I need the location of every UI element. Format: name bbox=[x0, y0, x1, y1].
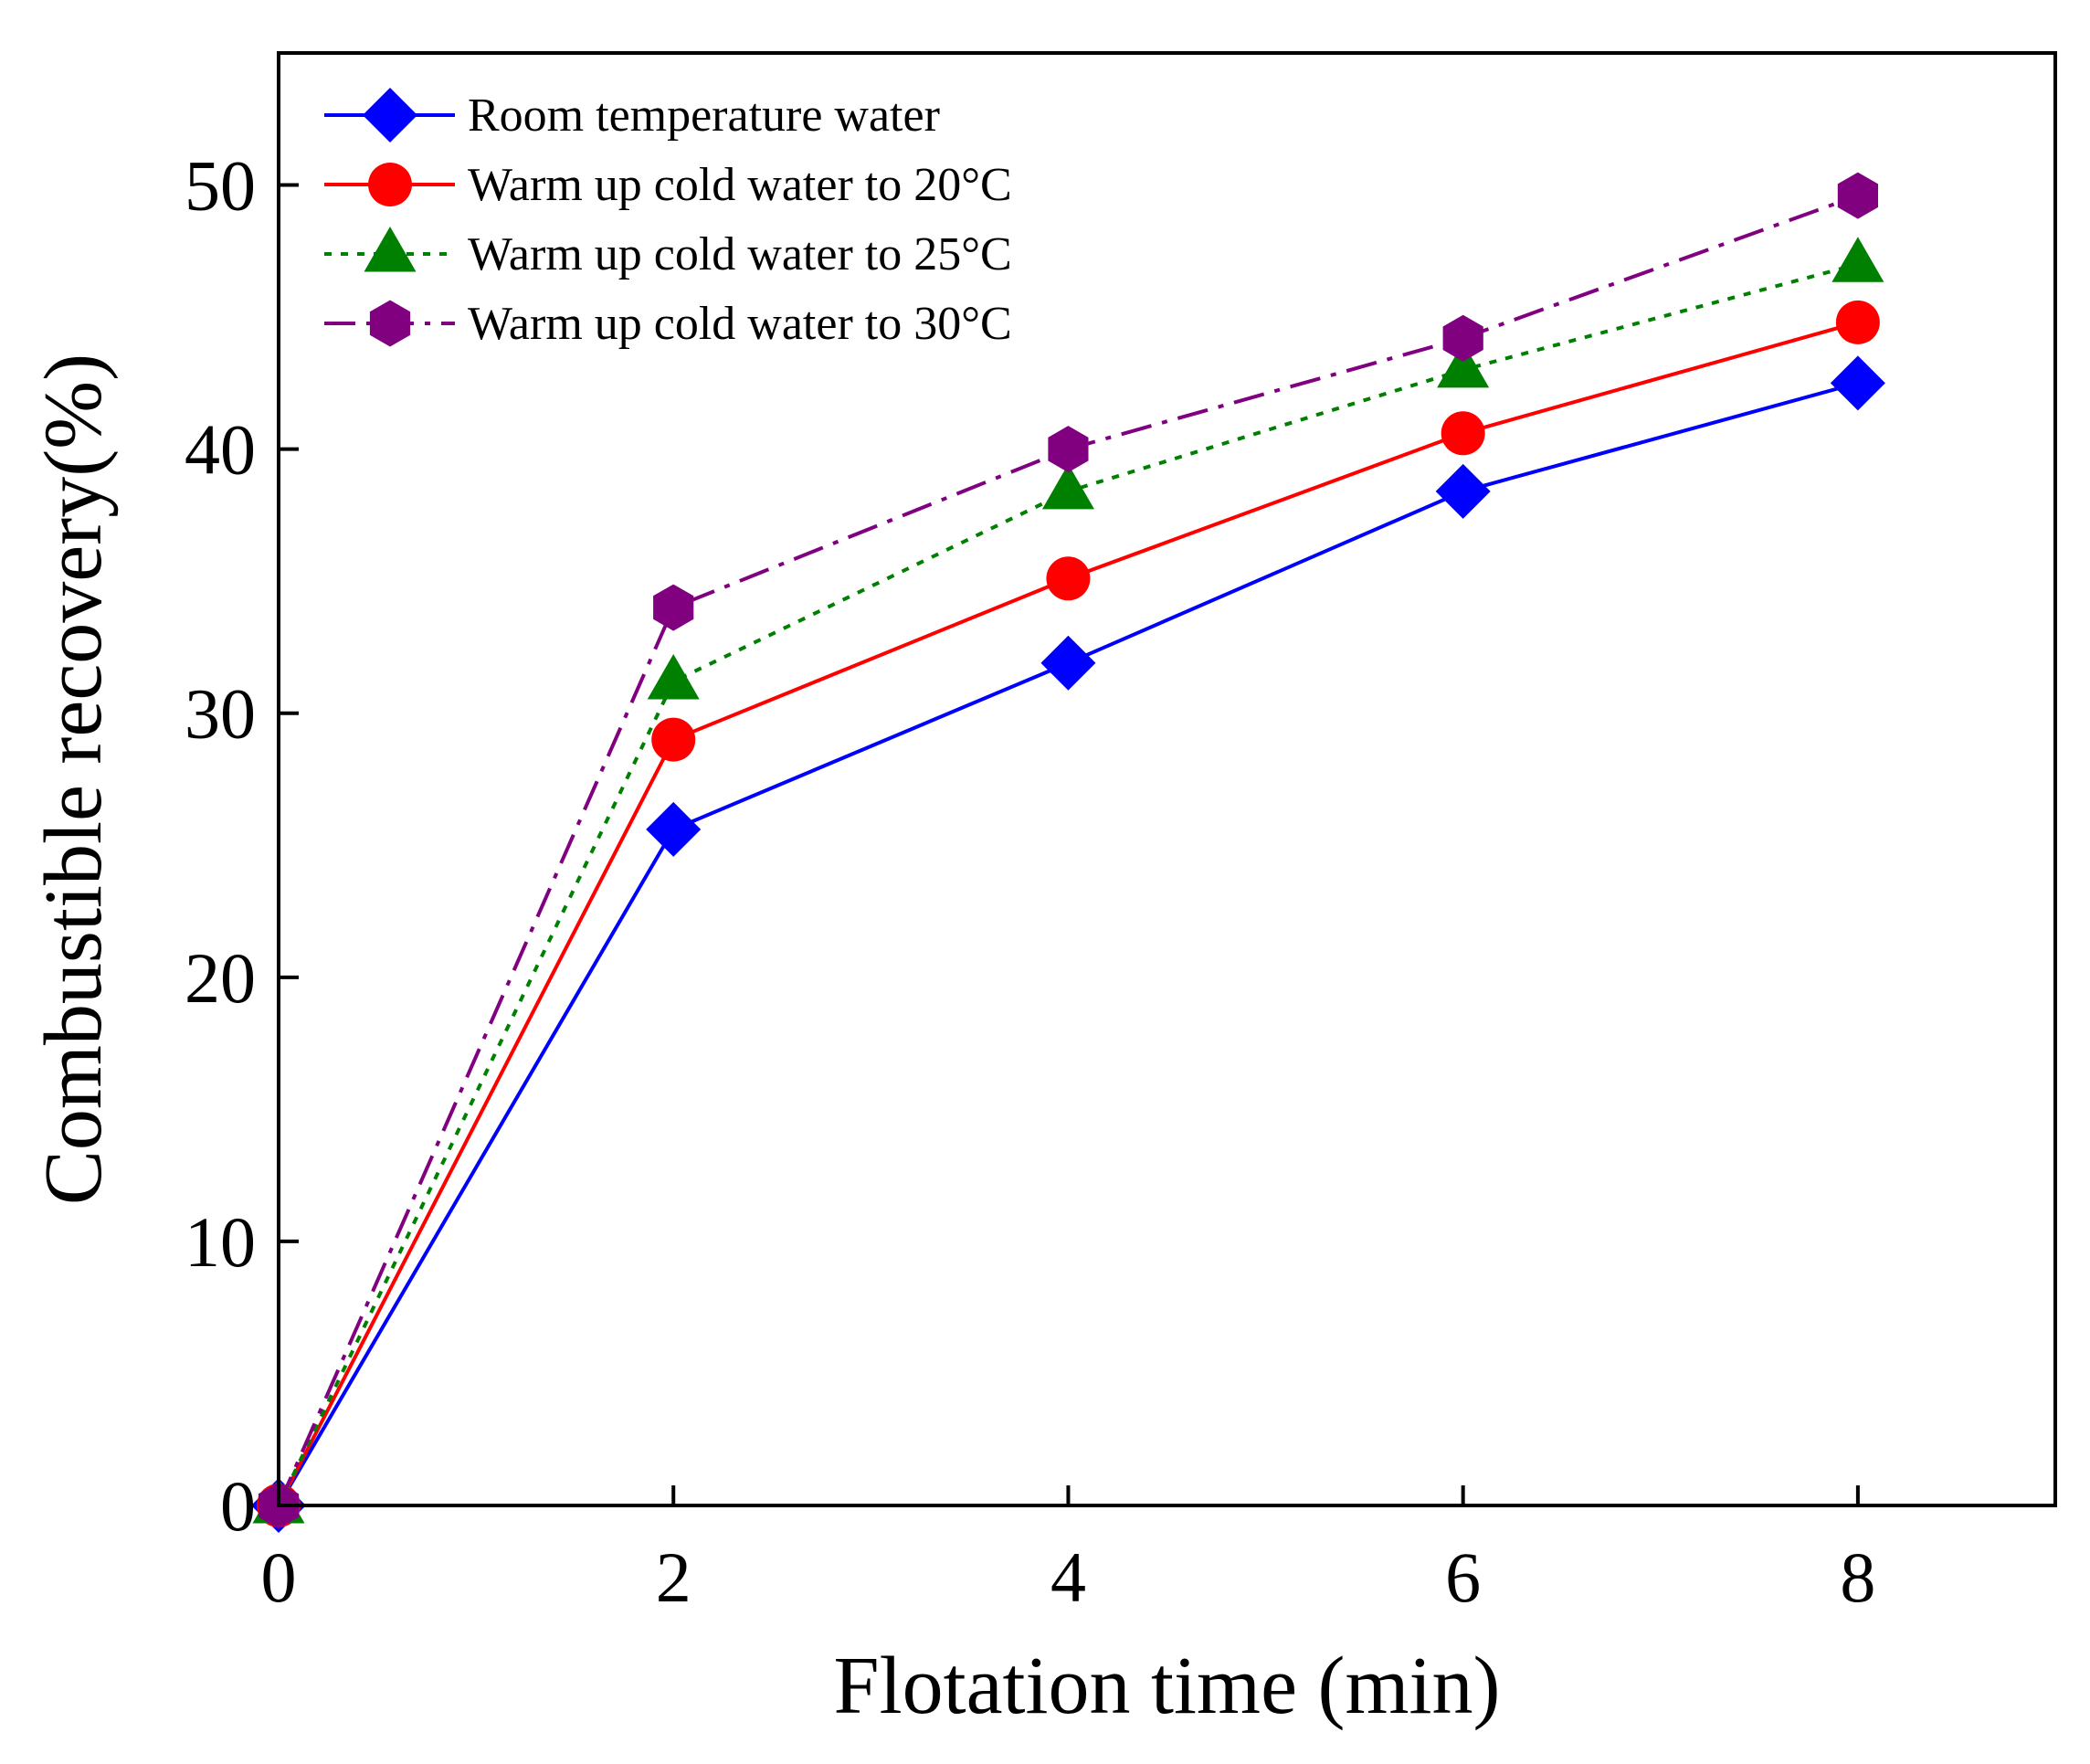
y-tick-label: 0 bbox=[220, 1466, 256, 1546]
x-tick-label: 0 bbox=[261, 1537, 297, 1617]
legend-item: Room temperature water bbox=[324, 88, 940, 143]
diamond-marker bbox=[646, 801, 702, 857]
y-tick-label: 30 bbox=[185, 674, 256, 754]
x-tick-label: 4 bbox=[1050, 1537, 1086, 1617]
legend-label: Warm up cold water to 20°C bbox=[468, 159, 1012, 211]
y-tick-label: 40 bbox=[185, 410, 256, 490]
triangle-marker bbox=[364, 227, 417, 272]
ticks-layer: 0 2 4 6 8 0 10 20 30 40 50 bbox=[185, 146, 1875, 1617]
y-axis-title: Combustible recovery(%) bbox=[28, 354, 119, 1205]
x-tick-label: 8 bbox=[1840, 1537, 1875, 1617]
diamond-marker bbox=[1435, 463, 1491, 519]
x-tick-label: 6 bbox=[1445, 1537, 1481, 1617]
legend-item: Warm up cold water to 30°C bbox=[324, 298, 1012, 350]
legend-label: Warm up cold water to 25°C bbox=[468, 228, 1012, 280]
triangle-marker bbox=[1437, 342, 1490, 388]
diamond-marker bbox=[1040, 635, 1096, 691]
series-line bbox=[277, 194, 1859, 1506]
triangle-marker bbox=[1041, 463, 1094, 510]
y-tick-label: 10 bbox=[185, 1202, 256, 1282]
legend-item: Warm up cold water to 20°C bbox=[324, 159, 1012, 211]
hexagon-marker bbox=[653, 584, 694, 631]
y-tick-label: 20 bbox=[185, 938, 256, 1018]
circle-marker bbox=[1046, 556, 1091, 601]
circle-marker bbox=[1441, 411, 1485, 456]
series-group bbox=[251, 355, 1885, 1533]
hexagon-marker bbox=[1048, 426, 1089, 473]
x-tick-label: 2 bbox=[656, 1537, 691, 1617]
x-axis-title: Flotation time (min) bbox=[834, 1641, 1501, 1731]
hexagon-marker bbox=[369, 300, 411, 347]
series-group bbox=[258, 172, 1878, 1529]
series-layer bbox=[251, 172, 1885, 1533]
circle-marker bbox=[368, 163, 412, 206]
legend-label: Warm up cold water to 30°C bbox=[468, 298, 1012, 350]
diamond-marker bbox=[1830, 355, 1885, 411]
hexagon-marker bbox=[1837, 172, 1878, 219]
diamond-marker bbox=[363, 88, 417, 143]
series-group bbox=[257, 300, 1880, 1527]
legend-item: Warm up cold water to 25°C bbox=[324, 227, 1012, 280]
circle-marker bbox=[1835, 300, 1880, 344]
circle-marker bbox=[651, 717, 696, 762]
legend: Room temperature water Warm up cold water… bbox=[324, 88, 1012, 350]
hexagon-marker bbox=[1442, 314, 1483, 362]
triangle-marker bbox=[1831, 237, 1884, 282]
y-tick-label: 50 bbox=[185, 146, 256, 226]
plot-frame bbox=[277, 51, 2057, 1507]
series-line bbox=[277, 381, 1859, 1507]
triangle-marker bbox=[647, 654, 700, 700]
legend-label: Room temperature water bbox=[468, 90, 940, 142]
